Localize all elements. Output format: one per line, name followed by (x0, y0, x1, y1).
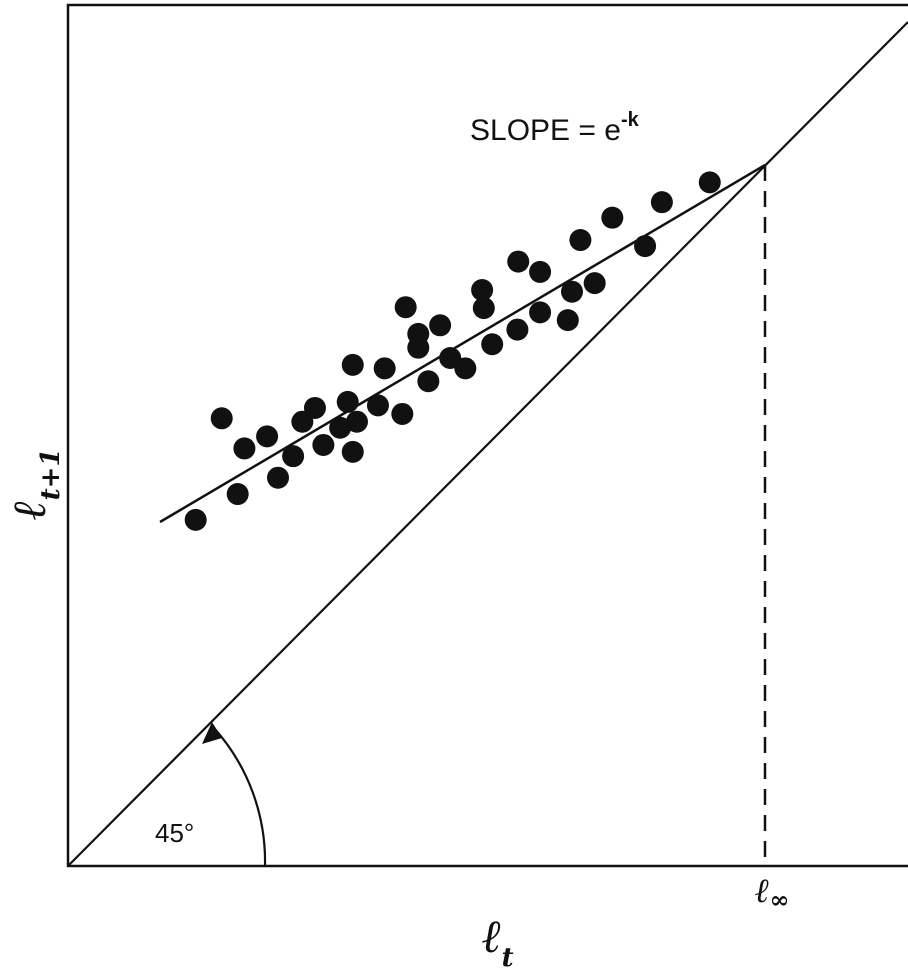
angle-arrow (202, 722, 222, 744)
data-point (267, 466, 289, 489)
equilibrium-label: ℓ∞ (755, 871, 790, 914)
data-point (407, 322, 430, 345)
angle-arc (213, 727, 267, 867)
data-point (366, 394, 389, 417)
x-symbol: ℓ (482, 909, 502, 963)
slope-annotation: SLOPE = e-k (470, 109, 640, 147)
plot-frame (66, 3, 908, 868)
data-point (391, 402, 414, 425)
data-point (561, 280, 583, 303)
data-point (341, 440, 364, 463)
data-point (529, 260, 552, 283)
y-subscript: t+1 (36, 448, 66, 500)
data-point (417, 370, 440, 393)
data-point (507, 250, 530, 273)
data-point (556, 309, 579, 332)
data-point (373, 357, 396, 380)
data-point (506, 318, 529, 341)
data-point (341, 353, 364, 376)
data-point (303, 396, 326, 419)
eq-symbol: ℓ (755, 871, 770, 911)
eq-subscript: ∞ (770, 885, 790, 914)
diagonal-line (67, 21, 908, 867)
data-point (481, 333, 504, 356)
data-point (210, 407, 233, 430)
x-subscript: t (502, 943, 514, 973)
data-point (429, 314, 452, 337)
data-point (336, 390, 359, 413)
data-point (472, 297, 495, 320)
data-point (282, 445, 305, 468)
data-point (569, 229, 592, 252)
data-point (454, 357, 477, 380)
data-point (226, 483, 249, 506)
slope-text: SLOPE = e (470, 114, 621, 147)
data-point (184, 508, 207, 531)
data-point (329, 416, 352, 439)
data-point (312, 433, 335, 456)
angle-label: 45° (155, 818, 194, 848)
data-point (698, 171, 721, 194)
data-point (650, 191, 673, 214)
data-point (233, 437, 256, 460)
data-point (634, 235, 657, 258)
x-axis-label: ℓt (482, 909, 514, 973)
data-point (345, 410, 368, 433)
fit-line (159, 163, 766, 524)
y-symbol: ℓ (2, 500, 56, 520)
data-point (601, 206, 624, 229)
data-point (394, 296, 417, 319)
data-point (471, 278, 494, 301)
y-axis-label: ℓt+1 (2, 448, 66, 520)
data-point (583, 272, 606, 295)
slope-exponent: -k (621, 109, 640, 131)
data-point (256, 425, 279, 448)
data-point (529, 301, 552, 324)
